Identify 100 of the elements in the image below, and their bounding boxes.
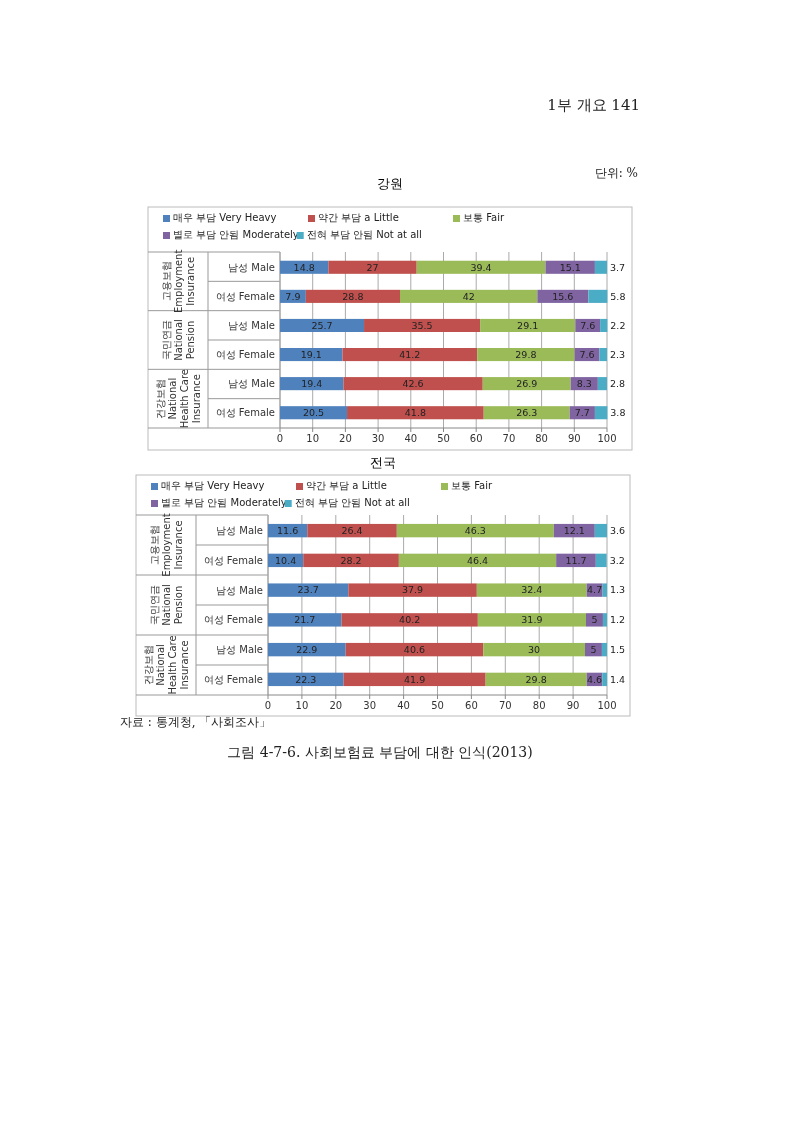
- bar: [280, 318, 365, 332]
- bar: [594, 523, 607, 538]
- data-label: 5.8: [610, 290, 626, 302]
- x-tick-label: 0: [276, 433, 284, 444]
- data-label: 39.4: [470, 261, 492, 273]
- data-label: 7.7: [574, 407, 590, 419]
- x-tick-label: 90: [566, 700, 580, 711]
- chart-title: 전국: [370, 455, 396, 470]
- data-label: 22.3: [295, 673, 317, 685]
- bar: [396, 523, 554, 538]
- data-label: 15.6: [552, 290, 574, 302]
- text: 국민연금 National Pension: [148, 584, 184, 626]
- data-label: 4.6: [586, 673, 603, 685]
- bar: [268, 642, 346, 657]
- bar: [480, 318, 576, 332]
- data-label: 42.6: [402, 377, 424, 389]
- data-label: 1.5: [610, 643, 626, 655]
- data-label: 14.8: [293, 261, 315, 273]
- x-tick-label: 100: [597, 433, 617, 444]
- data-label: 12.1: [563, 524, 585, 536]
- x-tick-label: 60: [469, 433, 483, 444]
- x-tick-label: 90: [567, 433, 581, 444]
- x-tick-label: 80: [535, 433, 548, 444]
- bar: [268, 613, 342, 627]
- bar: [307, 523, 397, 538]
- bar: [303, 553, 399, 568]
- data-label: 5: [590, 643, 597, 655]
- data-label: 41.9: [404, 673, 426, 685]
- data-label: 5: [591, 614, 598, 626]
- data-label: 29.8: [515, 348, 537, 360]
- x-tick-label: 60: [465, 700, 478, 711]
- bar: [268, 672, 344, 687]
- data-label: 28.8: [342, 290, 364, 302]
- bar: [477, 348, 575, 362]
- data-label: 15.1: [559, 261, 581, 273]
- y-tick-label: 여성 Female: [215, 349, 275, 361]
- data-label: 3.8: [610, 407, 626, 419]
- x-tick-label: 100: [597, 700, 617, 711]
- data-label: 3.7: [610, 261, 626, 273]
- legend-label: 별로 부담 안됨 Moderately: [161, 497, 287, 508]
- legend-label: 보통 Fair: [463, 212, 505, 223]
- data-label: 30: [528, 643, 541, 655]
- bar: [342, 348, 478, 362]
- bar: [347, 406, 484, 420]
- x-tick-label: 10: [295, 700, 309, 711]
- text: 1부 개요 141: [547, 96, 640, 114]
- x-tick-label: 30: [363, 700, 377, 711]
- y-tick-label: 여성 Female: [203, 554, 263, 566]
- data-label: 46.3: [464, 524, 486, 536]
- text: 건강보험 National Health Care Insurance: [154, 369, 202, 429]
- text: 단위: %: [594, 166, 638, 180]
- x-tick-label: 0: [264, 700, 272, 711]
- data-label: 19.4: [301, 377, 323, 389]
- y-tick-label: 남성 Male: [228, 378, 275, 390]
- data-label: 10.4: [275, 554, 297, 566]
- bar: [588, 289, 608, 303]
- data-label: 26.4: [341, 524, 363, 536]
- data-label: 3.6: [610, 524, 626, 536]
- data-label: 29.8: [525, 673, 547, 685]
- bar: [305, 289, 401, 303]
- text: 자료 : 통계청, 「사회조사」: [120, 715, 272, 729]
- data-label: 25.7: [311, 319, 333, 331]
- data-label: 41.8: [404, 407, 426, 419]
- x-tick-label: 20: [329, 700, 343, 711]
- x-tick-label: 50: [431, 700, 444, 711]
- y-tick-label: 여성 Female: [215, 290, 275, 302]
- x-tick-label: 70: [498, 700, 512, 711]
- bar: [343, 377, 483, 391]
- bar: [600, 318, 608, 332]
- bar: [482, 377, 571, 391]
- bar: [483, 642, 585, 657]
- bar: [594, 406, 608, 420]
- bar: [268, 583, 349, 597]
- data-label: 20.5: [302, 407, 325, 419]
- bar: [343, 672, 486, 687]
- x-tick-label: 20: [339, 433, 352, 444]
- bar: [602, 613, 607, 627]
- legend-label: 전혀 부담 안됨 Not at all: [294, 497, 410, 508]
- x-tick-label: 30: [371, 433, 385, 444]
- data-label: 31.9: [521, 614, 543, 626]
- data-label: 27: [366, 261, 379, 273]
- data-label: 26.3: [516, 407, 538, 419]
- data-label: 8.3: [576, 377, 592, 389]
- data-label: 23.7: [297, 584, 319, 596]
- legend-label: 매우 부담 Very Heavy: [173, 212, 277, 223]
- x-tick-label: 70: [502, 433, 516, 444]
- data-label: 2.8: [610, 377, 626, 389]
- bar: [476, 583, 587, 597]
- bar: [328, 260, 417, 274]
- data-label: 3.2: [609, 554, 625, 566]
- data-label: 42: [462, 290, 475, 302]
- data-label: 37.9: [402, 584, 424, 596]
- bar: [280, 406, 348, 420]
- bar: [348, 583, 477, 597]
- text: 국민연금 National Pension: [160, 319, 196, 361]
- y-tick-label: 여성 Female: [215, 407, 275, 419]
- data-label: 11.6: [277, 524, 299, 536]
- x-tick-label: 50: [437, 433, 450, 444]
- bar: [594, 260, 607, 274]
- legend-label: 별로 부담 안됨 Moderately: [173, 229, 299, 240]
